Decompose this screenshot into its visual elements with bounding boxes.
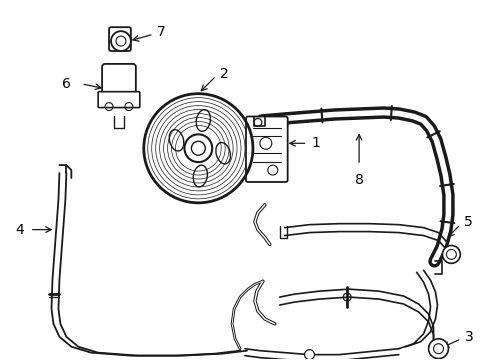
Circle shape bbox=[304, 350, 314, 360]
Text: 3: 3 bbox=[464, 330, 473, 344]
FancyBboxPatch shape bbox=[102, 64, 136, 104]
Text: 5: 5 bbox=[463, 215, 472, 229]
Text: 6: 6 bbox=[62, 77, 71, 91]
Circle shape bbox=[442, 246, 459, 264]
Text: 4: 4 bbox=[15, 222, 24, 237]
FancyBboxPatch shape bbox=[109, 27, 131, 51]
Text: 7: 7 bbox=[156, 25, 165, 39]
FancyBboxPatch shape bbox=[98, 92, 140, 108]
Text: 8: 8 bbox=[354, 173, 363, 187]
Circle shape bbox=[111, 31, 131, 51]
Text: 2: 2 bbox=[220, 67, 228, 81]
FancyBboxPatch shape bbox=[245, 117, 287, 182]
Circle shape bbox=[427, 339, 447, 359]
Text: 1: 1 bbox=[311, 136, 320, 150]
